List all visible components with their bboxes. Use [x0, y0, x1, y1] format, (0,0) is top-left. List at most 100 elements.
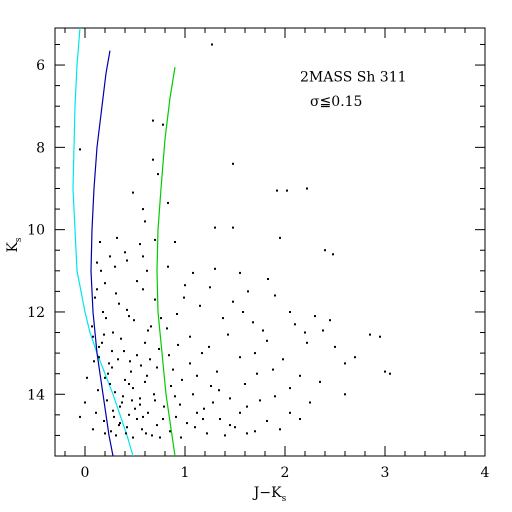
data-point — [369, 333, 371, 336]
data-point — [274, 395, 276, 398]
data-point — [117, 358, 119, 361]
data-point — [234, 426, 236, 429]
data-point — [101, 341, 103, 344]
data-point — [103, 420, 105, 422]
data-point — [152, 158, 154, 161]
data-point — [332, 253, 334, 256]
data-point — [129, 360, 131, 363]
data-point — [139, 403, 141, 406]
y-axis-label-sub: s — [14, 237, 24, 242]
data-point — [259, 399, 261, 402]
data-point — [128, 383, 130, 385]
x-tick-label: 1 — [181, 465, 190, 481]
data-point — [199, 304, 201, 307]
data-point — [154, 298, 156, 301]
x-axis-label-sub: s — [282, 494, 287, 504]
y-tick-label: 10 — [27, 223, 45, 239]
data-point — [146, 269, 148, 272]
data-point — [306, 341, 308, 344]
x-axis-label-main: J−K — [252, 485, 282, 501]
data-point — [174, 395, 176, 398]
data-point — [194, 426, 196, 429]
data-point — [282, 358, 284, 361]
data-point — [208, 345, 210, 348]
data-point — [124, 251, 126, 254]
minor-ticks — [55, 28, 485, 457]
data-point — [92, 335, 94, 338]
data-point — [104, 282, 106, 285]
data-point — [104, 376, 106, 379]
isochrone-curve-3 — [156, 67, 176, 457]
data-point — [279, 428, 281, 431]
data-point — [108, 362, 110, 365]
data-point — [158, 348, 160, 350]
data-point — [266, 339, 268, 342]
data-point — [120, 337, 122, 340]
data-point — [126, 259, 128, 262]
data-point — [254, 352, 256, 355]
data-point — [147, 411, 149, 414]
data-point — [96, 288, 98, 291]
data-point — [232, 226, 234, 229]
data-point — [239, 356, 241, 359]
y-tick-label: 12 — [27, 305, 45, 321]
data-point — [210, 385, 212, 387]
data-point — [232, 162, 234, 165]
data-point — [304, 331, 306, 334]
y-tick-label: 8 — [36, 140, 45, 156]
data-point — [142, 208, 144, 211]
data-point — [151, 434, 153, 437]
star-points — [79, 43, 391, 439]
data-point — [239, 411, 241, 414]
data-point — [322, 329, 324, 332]
data-point — [324, 249, 326, 252]
data-point — [246, 432, 248, 435]
data-point — [254, 430, 256, 433]
data-point — [160, 317, 162, 320]
data-point — [134, 407, 136, 410]
x-tick-label: 4 — [481, 465, 490, 481]
data-point — [128, 413, 130, 416]
data-point — [229, 424, 231, 427]
isochrone-curves — [72, 27, 176, 457]
data-point — [222, 317, 224, 320]
data-point — [314, 315, 316, 318]
data-point — [167, 265, 169, 268]
data-point — [84, 401, 86, 404]
y-axis-label: Ks — [5, 237, 24, 252]
data-point — [132, 436, 134, 439]
data-point — [267, 278, 269, 280]
data-point — [104, 432, 106, 435]
data-point — [122, 395, 124, 398]
data-point — [214, 226, 216, 229]
data-point — [107, 372, 109, 375]
data-point — [175, 415, 177, 418]
data-point — [154, 238, 156, 241]
data-point — [189, 335, 191, 338]
plot-frame — [54, 27, 486, 457]
data-point — [145, 432, 147, 435]
data-point — [125, 432, 127, 435]
y-tick-label: 6 — [36, 58, 45, 74]
data-point — [203, 407, 205, 410]
major-ticks — [55, 28, 486, 456]
data-point — [91, 325, 93, 328]
data-point — [172, 368, 174, 371]
data-point — [306, 187, 308, 190]
data-point — [168, 354, 170, 357]
data-point — [196, 411, 198, 414]
data-point — [114, 265, 116, 268]
data-point — [289, 387, 291, 390]
data-point — [111, 366, 113, 369]
data-point — [136, 418, 138, 420]
data-point — [126, 308, 128, 311]
data-point — [112, 331, 114, 334]
data-point — [99, 241, 101, 243]
data-point — [170, 385, 172, 387]
data-point — [79, 415, 81, 418]
data-point — [111, 350, 113, 353]
data-point — [309, 401, 311, 404]
data-point — [274, 294, 276, 297]
data-point — [112, 409, 114, 412]
data-point — [109, 383, 111, 385]
